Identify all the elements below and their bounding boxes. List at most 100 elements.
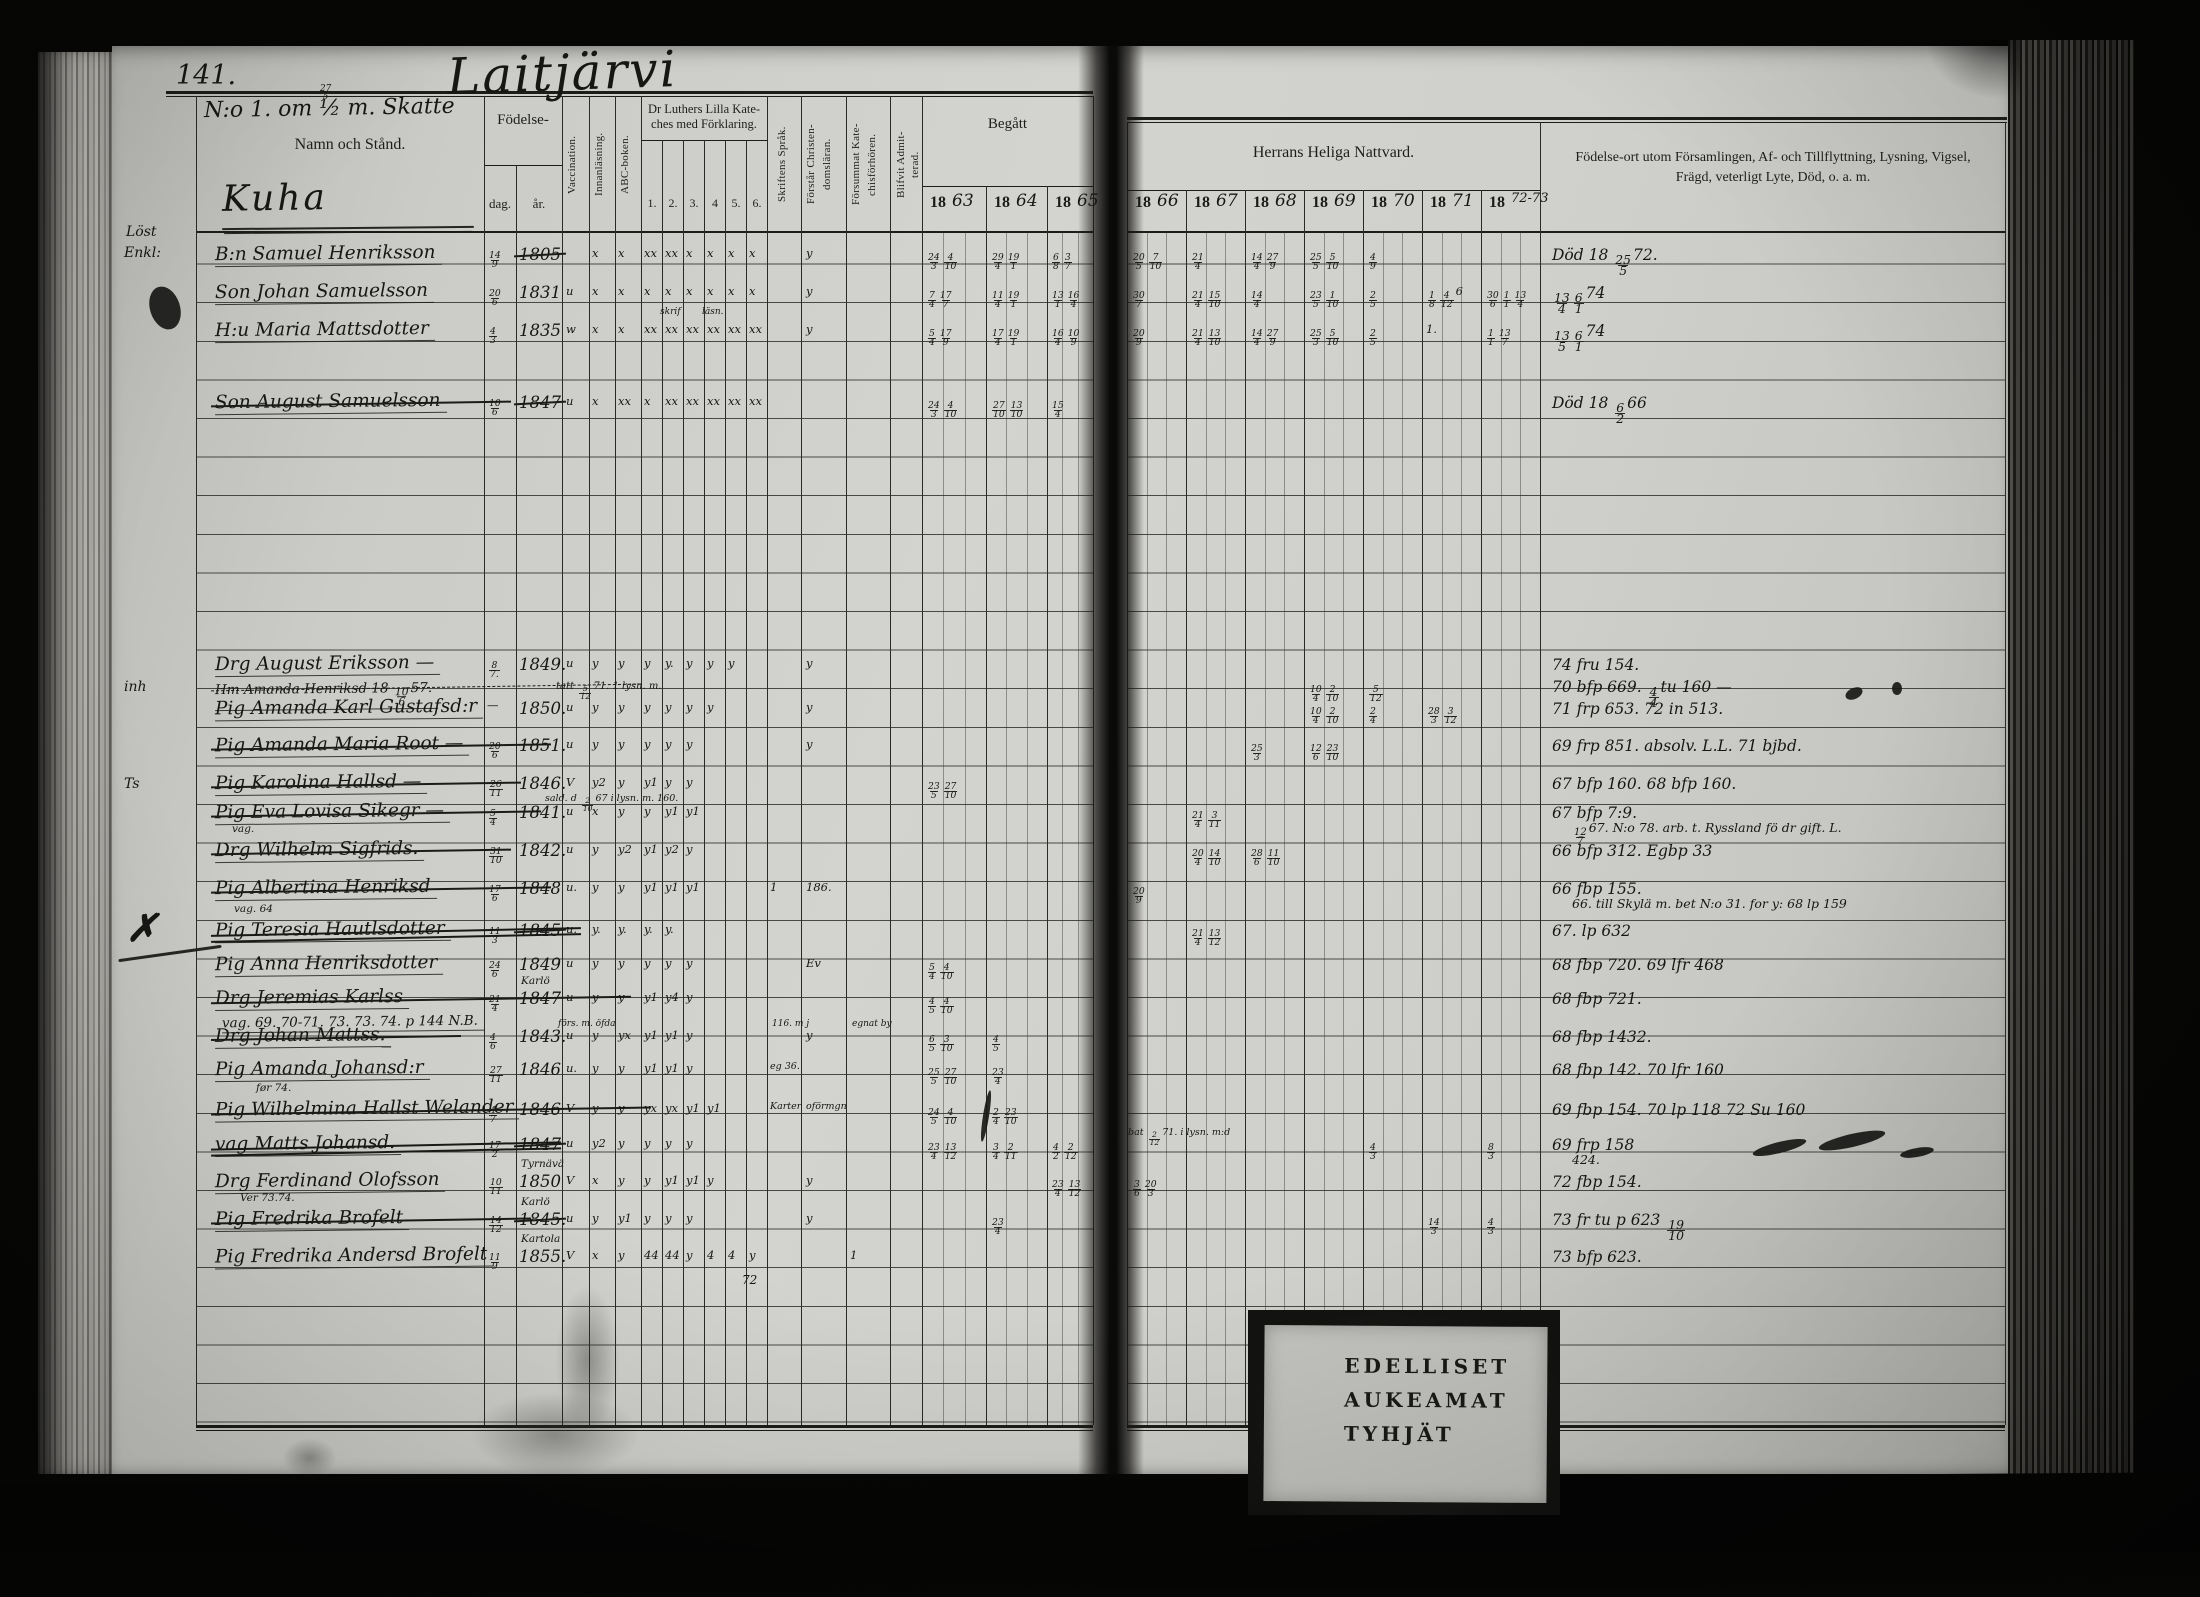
grid-mark: y xyxy=(686,990,693,1004)
grid-mark: x xyxy=(618,246,625,260)
grid-mark: 15 4 xyxy=(1052,399,1064,420)
row-margin-note: inh xyxy=(124,679,147,695)
grid-mark: xx xyxy=(665,394,678,408)
grid-mark: x xyxy=(592,1173,599,1187)
grid-mark: y xyxy=(618,1061,625,1075)
birth-day-value: 14 12 xyxy=(489,1214,503,1235)
grid-mark: x xyxy=(686,246,693,260)
grid-mark: y xyxy=(806,246,813,260)
column-header-missed-line1: Försummat Kate- xyxy=(850,123,862,206)
grid-mark: 21 4 xyxy=(1192,251,1204,272)
grid-mark: 16 4 10 9 xyxy=(1052,327,1080,348)
birth-year-value: 1842. xyxy=(519,841,567,860)
grid-mark: x xyxy=(592,394,599,408)
remarks-note: Död 18 6 2 66 xyxy=(1552,394,1647,427)
birth-day-value: 8 7. xyxy=(489,659,500,680)
grid-mark: 7 4 17 7 xyxy=(928,289,952,310)
grid-mark: y. xyxy=(592,922,601,936)
table-rule xyxy=(484,165,562,166)
grid-mark: xx xyxy=(665,246,678,260)
grid-mark: x xyxy=(749,284,756,298)
notes-header-line2: Frägd, veterligt Lyte, Död, o. a. m. xyxy=(1675,170,1871,185)
column-header-begatt: Begått xyxy=(987,116,1028,132)
grid-mark: u. xyxy=(566,922,578,936)
grid-mark: y xyxy=(806,1028,813,1042)
grid-mark: 30 7 xyxy=(1133,289,1145,310)
grid-mark: y xyxy=(728,656,735,670)
birth-year-value: 1846. xyxy=(519,774,567,793)
column-header-communion: Herrans Heliga Nattvard. xyxy=(1252,144,1415,161)
year-subcolumn-rule xyxy=(1343,231,1345,1425)
table-column-rule xyxy=(846,96,848,1425)
grid-mark: x xyxy=(618,322,625,336)
grid-mark: y2 xyxy=(592,775,606,789)
grid-mark: u. xyxy=(566,1061,578,1075)
inline-annotation: tatt 5 12 71. 1 lysn. m. xyxy=(556,681,662,702)
grid-mark: 4 xyxy=(707,1248,715,1262)
table-rule xyxy=(166,91,1093,94)
corner-date-note: 27 5 xyxy=(320,83,332,103)
table-column-rule xyxy=(1363,190,1365,1425)
page-title-script: Laitjärvi xyxy=(446,39,679,107)
catechism-line1: Dr Luthers Lilla Kate- xyxy=(647,102,761,116)
remarks-note-secondary: 12 7 67. N:o 78. arb. t. Ryssland fö dr gi… xyxy=(1574,820,1842,848)
grid-mark: xx xyxy=(728,394,741,408)
grid-mark: y xyxy=(686,656,693,670)
grid-mark: y xyxy=(592,1028,599,1042)
year-subcolumn-rule xyxy=(1402,231,1404,1425)
table-column-rule xyxy=(986,186,988,1425)
column-header-birth-year: år. xyxy=(532,196,546,211)
grid-mark: 23 5 1 10 xyxy=(1310,289,1340,310)
margin-note: Enkl: xyxy=(124,245,161,261)
grid-mark: 1. xyxy=(1426,322,1437,336)
column-header-script-language: Skriftens Språk. xyxy=(776,126,788,203)
communion-year-written: 66 xyxy=(1157,191,1179,211)
birth-day-value: 17 6 xyxy=(489,883,501,904)
entry-name: Drg Jeremias Karlss xyxy=(214,985,410,1012)
grid-mark: y xyxy=(592,842,599,856)
margin-note: Löst xyxy=(126,224,157,240)
year-subcolumn-rule xyxy=(1225,231,1227,1425)
grid-mark: y xyxy=(618,1136,625,1150)
grid-mark: y xyxy=(618,956,625,970)
grid-mark: 1 8 4 12 6 xyxy=(1428,284,1463,310)
entry-name: H:u Maria Mattsdotter xyxy=(214,317,435,344)
grid-mark: y xyxy=(665,700,672,714)
grid-mark: xx xyxy=(665,322,678,336)
grid-mark: 28 6 11 10 xyxy=(1251,847,1281,868)
year-subcolumn-rule xyxy=(1284,231,1286,1425)
grid-mark: V xyxy=(566,1248,575,1262)
catechism-col-number: 5. xyxy=(731,196,741,210)
table-column-rule xyxy=(562,96,564,1425)
birth-year-value: 1850. xyxy=(519,699,567,718)
grid-mark: V xyxy=(566,1173,575,1187)
grid-mark: y xyxy=(806,284,813,298)
grid-mark: x xyxy=(644,394,651,408)
table-column-rule xyxy=(767,96,769,1425)
grid-mark: y1 xyxy=(665,1173,679,1187)
grid-mark: u xyxy=(566,1211,574,1225)
table-rule xyxy=(1127,1425,2005,1428)
table-column-rule xyxy=(725,140,727,1425)
table-rule xyxy=(1127,122,2007,123)
column-header-reading: Innanläsning. xyxy=(593,132,605,197)
grid-mark: y xyxy=(644,956,651,970)
remarks-note: 68 fbp 720. 69 lfr 468 xyxy=(1552,956,1724,974)
table-rule xyxy=(1127,190,1540,191)
entry-name: Drg Ferdinand Olofsson xyxy=(214,1168,446,1195)
table-column-rule xyxy=(1540,122,1542,1425)
inline-annotation: egnat by xyxy=(852,1019,892,1029)
grid-mark: yx xyxy=(618,1028,631,1042)
grid-mark: y. xyxy=(618,922,627,936)
book-right-fore-edge xyxy=(2008,40,2134,1492)
grid-mark: 14 4 xyxy=(1251,289,1263,310)
household-heading: N:o 1. om ½ m. Skatte xyxy=(203,93,455,124)
grid-mark: x xyxy=(644,284,651,298)
catechism-col-number: 4 xyxy=(712,196,718,210)
birth-year-value: 1843. xyxy=(519,1027,567,1046)
grid-mark: xx xyxy=(618,394,631,408)
grid-mark: Karter xyxy=(770,1101,802,1112)
